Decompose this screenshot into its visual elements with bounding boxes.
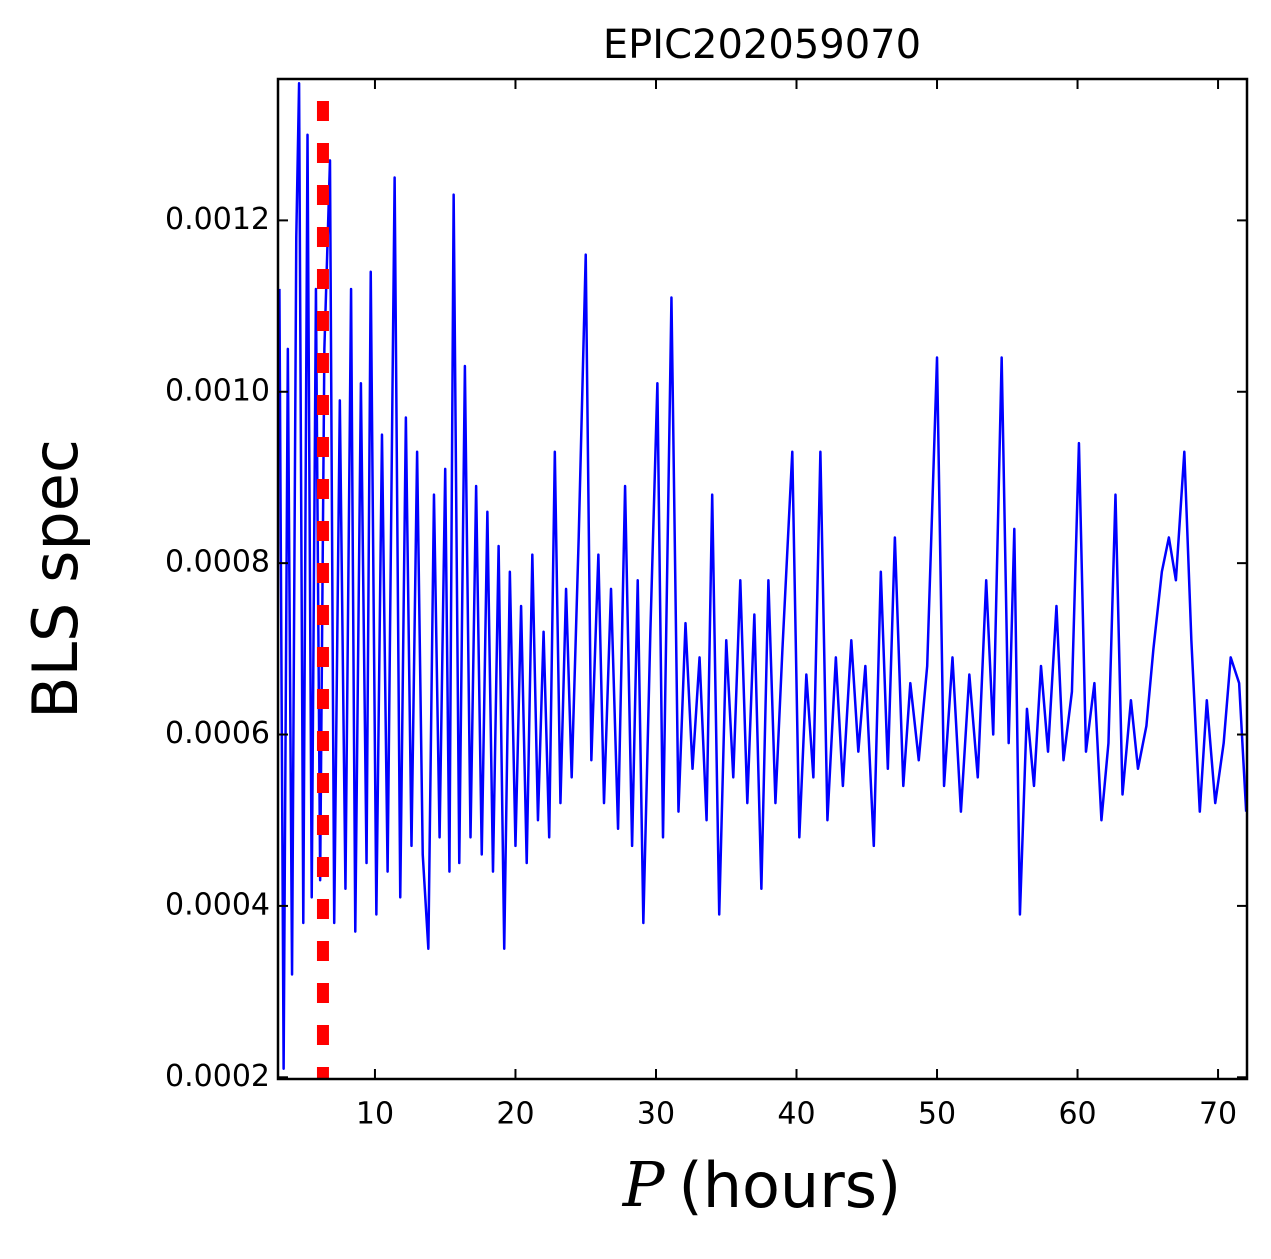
y-tick-label: 0.0002 — [165, 1059, 270, 1094]
x-axis-symbol: P — [622, 1148, 666, 1221]
y-tick-label: 0.0004 — [165, 887, 270, 922]
y-axis-label: BLS spec — [19, 439, 92, 719]
y-tick-label: 0.0006 — [165, 716, 270, 751]
x-tick-label: 60 — [1058, 1097, 1096, 1132]
x-axis-unit: (hours) — [679, 1149, 902, 1222]
x-tick-label: 30 — [637, 1097, 675, 1132]
y-tick-label: 0.0012 — [165, 202, 270, 237]
x-tick-label: 70 — [1199, 1097, 1237, 1132]
x-tick-label: 50 — [918, 1097, 956, 1132]
plot-frame — [276, 77, 1249, 1081]
x-tick-label: 40 — [777, 1097, 815, 1132]
x-tick-label: 20 — [496, 1097, 534, 1132]
chart-title: EPIC202059070 — [603, 22, 921, 68]
x-tick-label: 10 — [356, 1097, 394, 1132]
plot-area — [278, 82, 1247, 1079]
y-tick-label: 0.0010 — [165, 373, 270, 408]
line-series — [278, 82, 1247, 1070]
y-tick-label: 0.0008 — [165, 545, 270, 580]
x-axis-label: P (hours) — [622, 1148, 901, 1222]
